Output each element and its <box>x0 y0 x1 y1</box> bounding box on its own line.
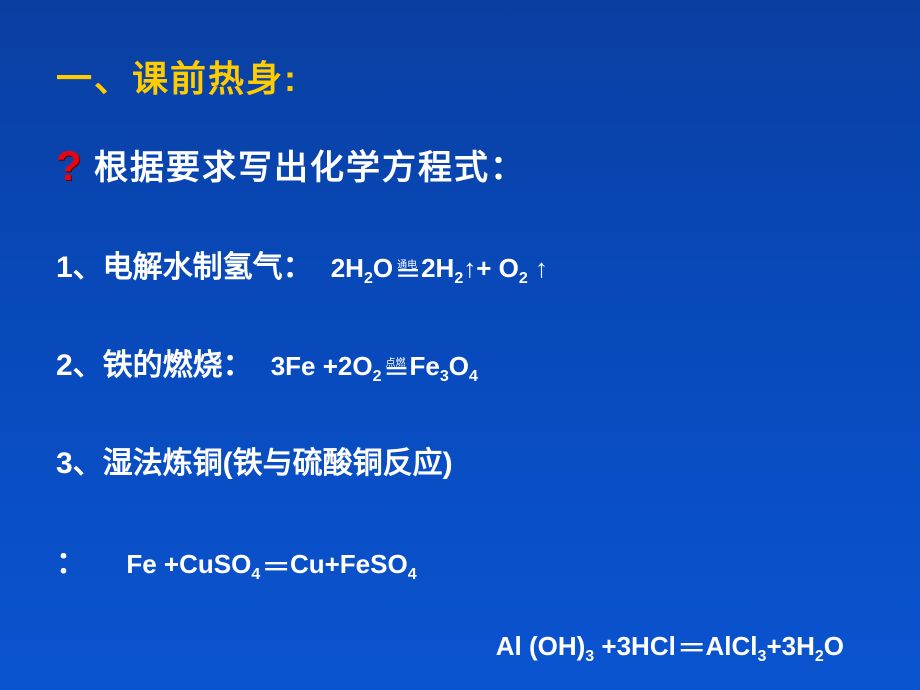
section-title: 一、课前热身: <box>56 50 864 102</box>
question-mark-icon: ? <box>56 145 86 185</box>
items-list: 1、电解水制氢气： 2H2O通电==2H2↑+ O2 ↑ 2、铁的燃烧： 3Fe +2… <box>56 245 864 486</box>
item-3-formula-line: ： Fe +CuSO4==Cu+FeSO4 <box>56 538 864 584</box>
item-label: 2、铁的燃烧： <box>56 343 253 388</box>
colon: ： <box>56 547 86 580</box>
prompt-text: 根据要求写出化学方程式： <box>94 140 526 189</box>
item-label: 1、电解水制氢气： <box>56 245 313 290</box>
item-label: 3、湿法炼铜(铁与硫酸铜反应) <box>56 441 453 486</box>
slide: 一、课前热身: ? 根据要求写出化学方程式： 1、电解水制氢气： 2H2O通电==… <box>0 0 920 666</box>
equation-3: Fe +CuSO4==Cu+FeSO4 <box>126 549 416 579</box>
item-1: 1、电解水制氢气： 2H2O通电==2H2↑+ O2 ↑ <box>56 245 864 291</box>
equation-1: 2H2O通电==2H2↑+ O2 ↑ <box>331 249 548 291</box>
prompt-row: ? 根据要求写出化学方程式： <box>56 140 864 189</box>
equation-4: Al (OH)3 +3HCl==AlCl3+3H2O <box>56 631 864 666</box>
equation-2: 3Fe +2O2点燃==Fe3O4 <box>271 347 478 389</box>
item-2: 2、铁的燃烧： 3Fe +2O2点燃==Fe3O4 <box>56 343 864 389</box>
item-3: 3、湿法炼铜(铁与硫酸铜反应) <box>56 441 864 486</box>
